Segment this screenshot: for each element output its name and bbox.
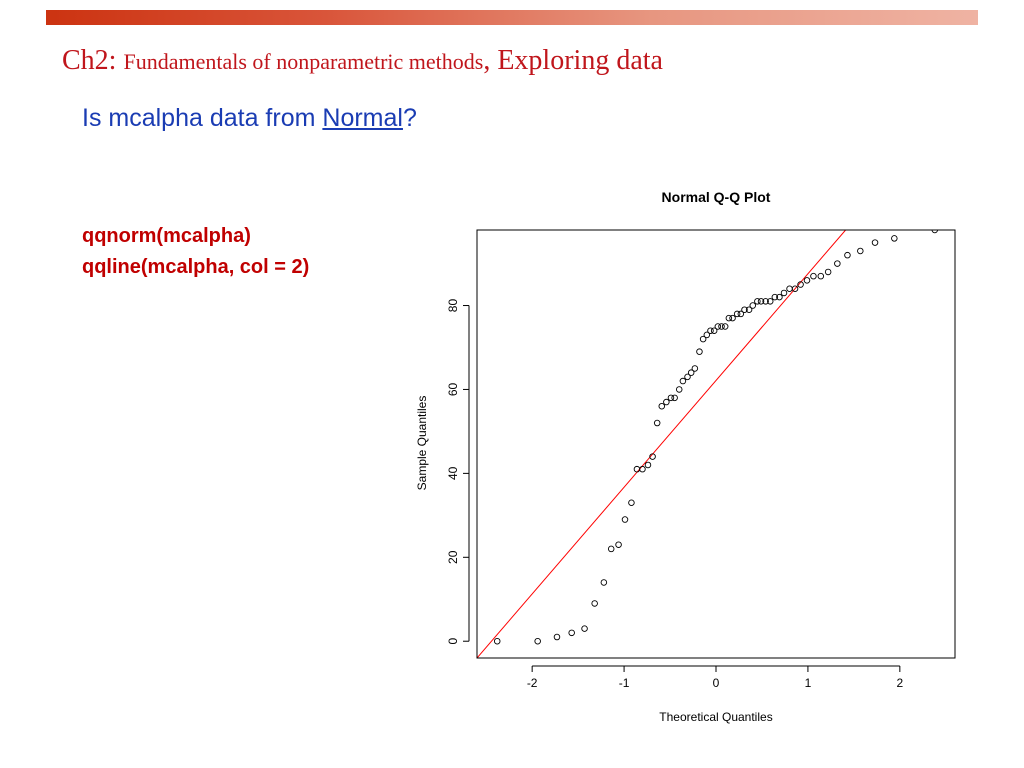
data-point <box>568 629 575 637</box>
y-tick-label: 0 <box>446 638 460 645</box>
data-point <box>766 298 774 305</box>
data-point <box>771 293 779 301</box>
code-line-qqline: qqline(mcalpha, col = 2) <box>82 256 310 278</box>
data-point <box>737 310 745 318</box>
data-point <box>679 377 687 385</box>
data-point <box>687 369 695 376</box>
data-point <box>607 545 615 553</box>
title-accent-bar <box>46 10 978 25</box>
data-point <box>600 579 608 586</box>
data-point <box>762 298 769 305</box>
x-tick-label: 2 <box>897 676 904 690</box>
slide-title-section: , Exploring data <box>483 45 663 76</box>
code-line-qqnorm: qqnorm(mcalpha) <box>82 225 251 247</box>
data-point <box>733 310 741 318</box>
slide-question: Is mcalpha data from Normal? <box>82 104 417 133</box>
data-point <box>653 419 661 427</box>
data-point <box>810 272 817 280</box>
data-point <box>786 285 793 292</box>
x-tick-label: -1 <box>619 676 630 690</box>
slide-title-topic: Fundamentals of nonparametric methods <box>123 49 484 74</box>
data-point <box>591 600 598 607</box>
data-point <box>714 323 722 330</box>
data-point <box>803 277 811 284</box>
qq-plot: Normal Q-Q Plot Theoretical Quantiles Sa… <box>415 189 956 724</box>
data-point <box>615 541 622 548</box>
data-point <box>834 260 841 267</box>
y-axis-label: Sample Quantiles <box>415 396 429 491</box>
data-point <box>707 327 714 334</box>
data-point <box>534 637 541 645</box>
y-tick-label: 80 <box>446 299 460 313</box>
chart-title: Normal Q-Q Plot <box>662 189 771 205</box>
data-point <box>729 314 736 322</box>
y-tick-label: 20 <box>446 550 460 564</box>
data-point <box>628 499 635 506</box>
data-point <box>553 633 561 641</box>
data-point <box>749 302 757 309</box>
x-tick-label: 1 <box>805 676 812 690</box>
data-point <box>667 394 675 402</box>
data-point <box>844 251 851 259</box>
data-point <box>791 285 799 292</box>
data-point <box>663 398 670 406</box>
data-point <box>633 465 641 473</box>
data-point <box>691 365 699 372</box>
question-suffix: ? <box>402 104 417 132</box>
qqline-reference-line <box>477 230 846 658</box>
data-point <box>718 323 725 330</box>
x-tick-label: -2 <box>527 676 538 690</box>
data-point <box>780 289 788 297</box>
data-point <box>621 516 629 523</box>
data-point <box>696 348 703 355</box>
data-point <box>684 373 691 381</box>
data-point <box>754 298 761 305</box>
data-point <box>725 314 733 322</box>
data-point <box>639 465 646 473</box>
data-point <box>658 402 666 410</box>
y-tick-label: 40 <box>446 466 460 480</box>
plot-frame <box>476 229 956 659</box>
data-point <box>671 394 678 402</box>
data-point <box>699 335 707 343</box>
data-point <box>871 239 879 246</box>
data-point <box>891 235 898 242</box>
data-point <box>776 293 783 301</box>
data-point <box>741 306 748 313</box>
data-point <box>710 327 718 334</box>
data-point <box>797 281 804 288</box>
data-point <box>757 298 765 305</box>
x-tick-label: 0 <box>713 676 720 690</box>
data-point <box>644 461 652 469</box>
data-point <box>857 247 864 255</box>
slide-title-chapter: Ch2: <box>62 45 124 76</box>
data-point <box>817 272 825 280</box>
x-axis-label: Theoretical Quantiles <box>659 710 772 724</box>
data-point <box>581 625 588 632</box>
data-point <box>649 453 656 460</box>
question-prefix: Is mcalpha data from <box>82 104 323 132</box>
normal-link[interactable]: Normal <box>322 104 403 132</box>
slide-title: Ch2: Fundamentals of nonparametric metho… <box>62 40 663 77</box>
data-point <box>721 323 729 330</box>
data-point <box>493 637 501 645</box>
y-tick-label: 60 <box>446 382 460 396</box>
data-point <box>824 268 832 276</box>
data-point <box>745 306 753 313</box>
data-point <box>675 386 683 393</box>
data-point <box>703 331 711 339</box>
